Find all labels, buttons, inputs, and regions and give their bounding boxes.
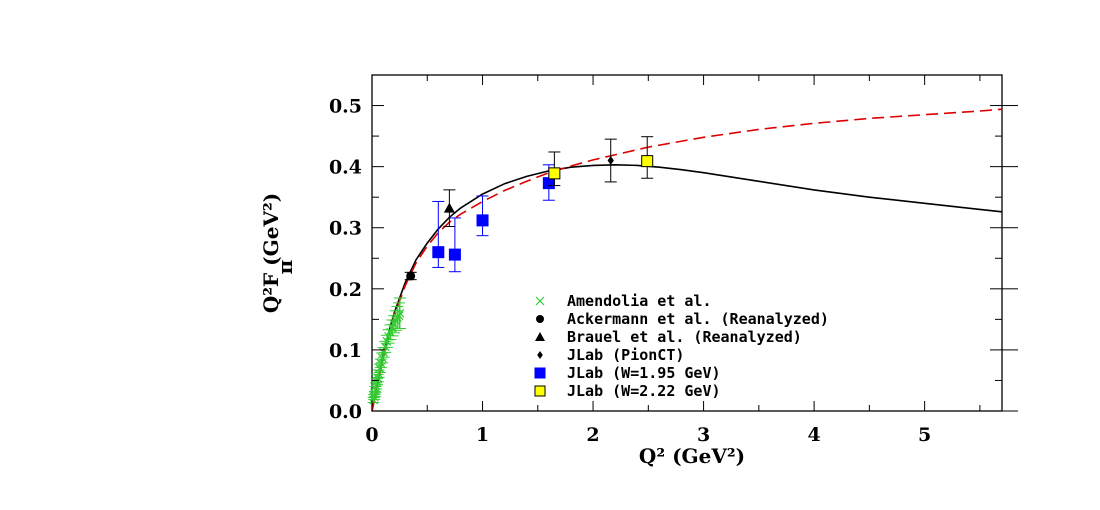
x-tick-label: 3	[697, 424, 710, 446]
x-marker-stroke	[395, 308, 405, 318]
x-marker	[376, 358, 386, 368]
y-tick-label: 0.4	[329, 157, 362, 179]
x-marker	[535, 296, 545, 306]
legend-label: JLab (PionCT)	[567, 346, 684, 364]
plot-frame-layer	[371, 74, 1003, 412]
data-points-layer	[367, 136, 654, 405]
circle-marker	[536, 315, 544, 323]
y-axis-title-group: Q²F (GeV²)π	[259, 193, 297, 313]
x-marker-stroke	[369, 392, 379, 402]
y-tick-label: 0.1	[329, 340, 362, 362]
x-marker	[374, 369, 384, 379]
square-marker	[641, 155, 654, 168]
y-tick-label: 0.5	[329, 96, 362, 118]
x-tick-label: 1	[476, 424, 489, 446]
square-marker	[548, 167, 561, 180]
x-marker-stroke	[535, 296, 545, 306]
square-marker	[448, 248, 461, 261]
circle-marker	[406, 271, 416, 281]
legend-label: JLab (W=2.22 GeV)	[567, 382, 721, 400]
y-tick-label: 0.0	[329, 401, 362, 423]
y-tick-label: 0.3	[329, 218, 362, 240]
square-marker	[534, 367, 546, 379]
x-marker	[395, 308, 405, 318]
x-marker	[382, 336, 392, 346]
x-marker-stroke	[376, 358, 386, 368]
square-marker	[432, 246, 445, 259]
x-marker-stroke	[382, 336, 392, 346]
axes-layer: 0 1 2 3 4 5 0.0 0.1 0.2 0.3 0.4 0.5 Q² (GeV²) Q²F (Ge…	[259, 74, 1018, 468]
legend-label: Brauel et al. (Reanalyzed)	[567, 328, 802, 346]
x-tick-label: 2	[586, 424, 599, 446]
square-marker	[476, 214, 489, 227]
diamond-marker	[537, 351, 543, 359]
legend: Amendolia et al.Ackermann et al. (Reanal…	[534, 292, 829, 400]
x-marker-stroke	[369, 395, 379, 405]
plot-frame	[371, 74, 1003, 412]
legend-label: Ackermann et al. (Reanalyzed)	[567, 310, 829, 328]
triangle-marker	[535, 332, 545, 341]
y-axis-title-subscript: π	[273, 260, 297, 275]
x-tick-label: 4	[807, 424, 820, 446]
y-tick-label: 0.2	[329, 279, 362, 301]
diamond-marker	[607, 156, 614, 166]
x-marker-stroke	[371, 385, 380, 395]
x-marker	[369, 392, 379, 402]
x-tick-label: 0	[365, 424, 378, 446]
x-tick-label: 5	[918, 424, 931, 446]
x-marker-stroke	[374, 369, 384, 379]
y-axis-title: Q²F (GeV²)	[259, 193, 283, 313]
x-marker	[371, 385, 380, 395]
x-marker-stroke	[394, 311, 404, 321]
legend-label: Amendolia et al.	[567, 292, 712, 310]
legend-label: JLab (W=1.95 GeV)	[567, 364, 721, 382]
triangle-marker	[443, 202, 455, 213]
x-marker	[394, 311, 404, 321]
x-marker	[377, 353, 387, 363]
x-marker-stroke	[377, 353, 387, 363]
x-axis-title: Q² (GeV²)	[639, 444, 745, 468]
square-marker	[534, 385, 546, 397]
